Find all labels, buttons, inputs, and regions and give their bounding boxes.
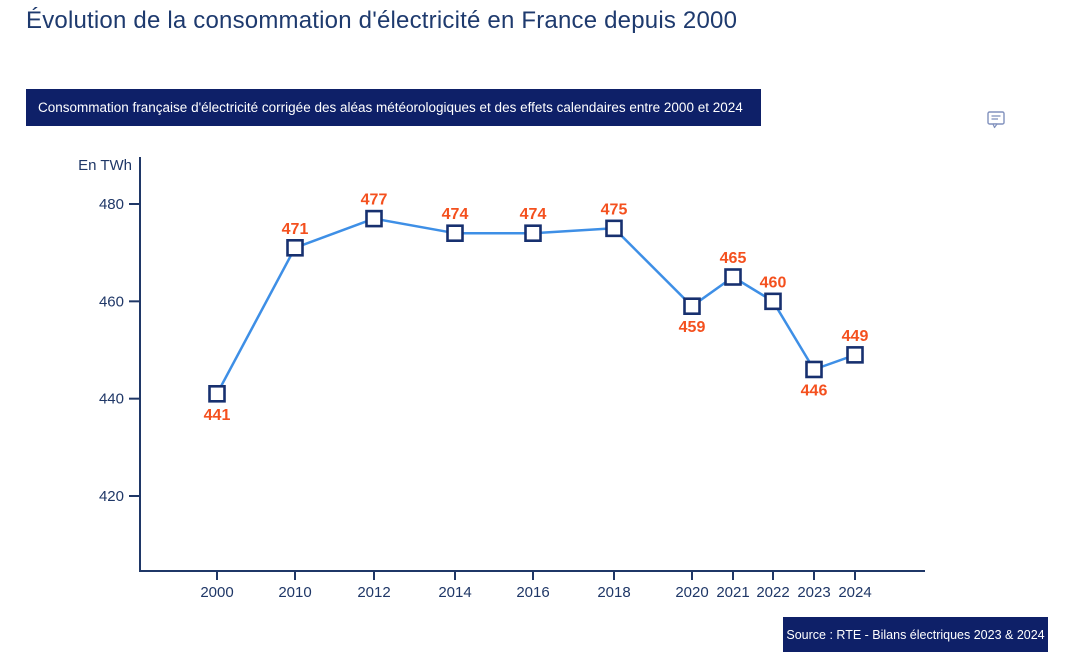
data-point-marker xyxy=(805,360,823,379)
x-axis-tick-label: 2023 xyxy=(797,584,830,601)
data-point-marker xyxy=(764,292,782,311)
data-point-label: 474 xyxy=(520,206,547,223)
x-axis-tick-label: 2021 xyxy=(716,584,749,601)
data-point-marker xyxy=(605,219,623,238)
data-point-label: 460 xyxy=(760,274,787,291)
comment-icon[interactable] xyxy=(985,108,1007,130)
x-axis-tick-label: 2014 xyxy=(438,584,471,601)
page-title: Évolution de la consommation d'électrici… xyxy=(26,7,738,34)
x-axis-tick-label: 2018 xyxy=(597,584,630,601)
data-point-marker xyxy=(208,384,226,403)
x-axis-tick-label: 2010 xyxy=(278,584,311,601)
y-axis-unit-label: En TWh xyxy=(78,157,132,174)
chart-title-banner: Consommation française d'électricité cor… xyxy=(26,89,761,126)
data-point-marker xyxy=(724,268,742,286)
y-axis-tick-label: 440 xyxy=(99,391,124,408)
x-axis-tick-label: 2022 xyxy=(756,584,789,601)
data-point-label: 474 xyxy=(442,206,469,223)
x-axis-tick-label: 2020 xyxy=(675,584,708,601)
source-banner: Source : RTE - Bilans électriques 2023 &… xyxy=(783,617,1048,652)
data-point-marker xyxy=(446,224,464,242)
data-point-label: 475 xyxy=(601,201,628,218)
data-point-marker xyxy=(683,297,701,316)
data-point-label: 446 xyxy=(801,382,828,399)
data-point-label: 459 xyxy=(679,319,706,336)
y-axis-tick-label: 460 xyxy=(99,293,124,310)
x-axis-tick-label: 2024 xyxy=(838,584,871,601)
x-axis-tick-label: 2012 xyxy=(357,584,390,601)
data-point-marker xyxy=(846,346,864,364)
series-line xyxy=(215,217,856,395)
data-point-label: 465 xyxy=(720,250,747,267)
source-text: Source : RTE - Bilans électriques 2023 &… xyxy=(786,627,1045,642)
data-point-label: 477 xyxy=(361,192,388,209)
data-point-label: 471 xyxy=(282,221,309,238)
x-axis-tick-label: 2000 xyxy=(200,584,233,601)
data-point-marker xyxy=(286,239,304,257)
data-point-label: 441 xyxy=(204,407,231,424)
chart-title-text: Consommation française d'électricité cor… xyxy=(38,100,743,115)
data-point-label: 449 xyxy=(842,328,869,345)
y-axis-tick-label: 420 xyxy=(99,488,124,505)
x-axis-tick-label: 2016 xyxy=(516,584,549,601)
y-axis-tick-label: 480 xyxy=(99,196,124,213)
data-point-marker xyxy=(365,209,383,228)
data-point-marker xyxy=(524,224,542,242)
